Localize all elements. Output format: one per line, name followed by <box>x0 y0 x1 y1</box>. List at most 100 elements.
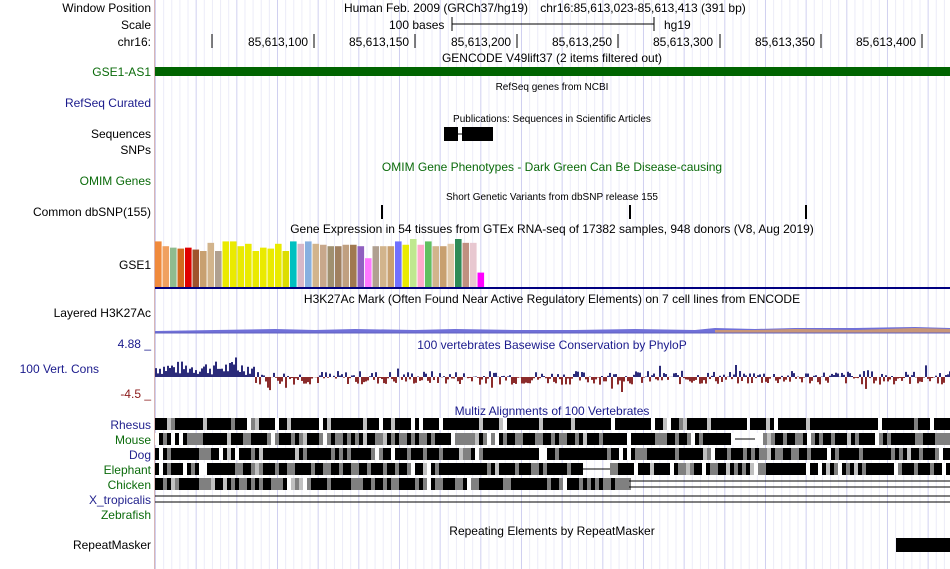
chrom-label: chr16: <box>117 35 151 49</box>
gtex-bar[interactable] <box>402 244 410 287</box>
refseq-track-title: RefSeq genes from NCBI <box>495 82 609 93</box>
h3k27ac-track-label[interactable]: Layered H3K27Ac <box>53 306 151 320</box>
omim-track-label[interactable]: OMIM Genes <box>79 174 151 188</box>
gencode-track-title: GENCODE V49lift37 (2 items filtered out) <box>441 51 663 65</box>
gtex-bar[interactable] <box>342 244 350 287</box>
gtex-bar[interactable] <box>200 251 207 287</box>
publications-label-line2[interactable]: SNPs <box>120 143 151 157</box>
refseq-track-label[interactable]: RefSeq Curated <box>64 96 151 110</box>
ruler-tick-label: 85,613,250 <box>552 35 613 49</box>
publication-sequence-feature[interactable] <box>444 127 493 141</box>
gtex-bar[interactable] <box>417 244 425 287</box>
scale-bar-text: 100 bases <box>389 18 445 32</box>
gtex-bar[interactable] <box>432 246 440 287</box>
gencode-item-label[interactable]: GSE1-AS1 <box>92 65 151 79</box>
gtex-bar[interactable] <box>245 243 252 287</box>
repeatmasker-track-label[interactable]: RepeatMasker <box>72 538 151 552</box>
gtex-bar[interactable] <box>252 251 260 287</box>
gtex-gene-label[interactable]: GSE1 <box>118 258 151 272</box>
track-image-area[interactable]: Human Feb. 2009 (GRCh37/hg19) chr16:85,6… <box>155 0 950 569</box>
gtex-bar[interactable] <box>380 246 387 287</box>
gtex-bar[interactable] <box>237 246 245 287</box>
cons-max-label: 4.88 _ <box>117 337 151 351</box>
gtex-bar[interactable] <box>260 247 267 287</box>
gtex-bar[interactable] <box>207 242 215 287</box>
conservation-wiggle[interactable] <box>155 357 950 393</box>
track-graphics <box>155 17 950 552</box>
cons-min-label: -4.5 _ <box>120 387 151 401</box>
window-position-value: chr16:85,613,023-85,613,413 (391 bp) <box>540 1 746 15</box>
repeatmasker-track-title: Repeating Elements by RepeatMasker <box>449 524 655 538</box>
gtex-bar[interactable] <box>335 246 342 287</box>
species-label-dog[interactable]: Dog <box>128 448 151 462</box>
publications-track-title: Publications: Sequences in Scientific Ar… <box>453 114 651 125</box>
gtex-bar[interactable] <box>162 246 170 287</box>
gtex-bar[interactable] <box>312 243 320 287</box>
gtex-bar[interactable] <box>305 241 312 287</box>
gtex-bar[interactable] <box>155 241 162 287</box>
gtex-bar[interactable] <box>365 258 372 287</box>
gtex-expression-bars[interactable] <box>155 239 485 287</box>
gtex-bar[interactable] <box>185 247 192 287</box>
scale-label: Scale <box>120 18 151 32</box>
gtex-bar[interactable] <box>455 239 462 287</box>
dbsnp-variants[interactable] <box>381 205 807 219</box>
ruler-tick-label: 85,613,300 <box>653 35 714 49</box>
omim-track-title: OMIM Gene Phenotypes - Dark Green Can Be… <box>381 160 723 174</box>
gtex-bar[interactable] <box>447 243 455 287</box>
gtex-bar[interactable] <box>395 241 402 287</box>
track-labels-column: Window Position Scale chr16: GSE1-AS1 Re… <box>0 0 155 569</box>
gtex-bar[interactable] <box>440 246 447 287</box>
gtex-bar[interactable] <box>170 247 177 287</box>
ruler-tick-label: 85,613,150 <box>349 35 410 49</box>
gtex-bar[interactable] <box>290 241 297 287</box>
cons-track-title: 100 vertebrates Basewise Conservation by… <box>417 338 687 352</box>
gtex-bar[interactable] <box>387 246 395 287</box>
multiz-track-title: Multiz Alignments of 100 Vertebrates <box>454 404 650 418</box>
gtex-bar[interactable] <box>470 242 477 287</box>
species-label-zebrafish[interactable]: Zebrafish <box>100 508 151 522</box>
gtex-bar[interactable] <box>275 243 282 287</box>
window-position-label: Window Position <box>62 1 151 15</box>
species-label-elephant[interactable]: Elephant <box>103 463 151 477</box>
ruler-tick-label: 85,613,400 <box>856 35 917 49</box>
gencode-gene-bar[interactable] <box>155 67 950 76</box>
gtex-bar[interactable] <box>425 241 432 287</box>
multiz-alignment-rows[interactable] <box>155 418 950 503</box>
species-label-xtropicalis[interactable]: X_tropicalis <box>88 493 151 507</box>
publications-label-line1[interactable]: Sequences <box>90 127 151 141</box>
gtex-bar[interactable] <box>477 272 485 287</box>
gtex-track-title: Gene Expression in 54 tissues from GTEx … <box>290 222 814 236</box>
assembly-title: Human Feb. 2009 (GRCh37/hg19) <box>343 1 529 15</box>
gtex-bar[interactable] <box>327 246 335 287</box>
db-label: hg19 <box>664 18 691 32</box>
gtex-bar[interactable] <box>462 242 470 287</box>
gtex-bar[interactable] <box>357 246 365 287</box>
cons-track-label[interactable]: 100 Vert. Cons <box>19 362 99 376</box>
gtex-bar[interactable] <box>320 244 327 287</box>
gtex-bar[interactable] <box>350 244 357 287</box>
h3k27ac-signal[interactable] <box>155 327 950 334</box>
gtex-bar[interactable] <box>282 251 290 287</box>
h3k27ac-track-title: H3K27Ac Mark (Often Found Near Active Re… <box>303 292 801 306</box>
gtex-bar[interactable] <box>177 248 185 287</box>
gtex-bar[interactable] <box>192 249 200 287</box>
gtex-bar[interactable] <box>410 239 417 287</box>
gtex-bar[interactable] <box>297 243 305 287</box>
gtex-bar[interactable] <box>215 251 222 287</box>
ruler-tick-label: 85,613,200 <box>451 35 512 49</box>
dbsnp-track-label[interactable]: Common dbSNP(155) <box>32 205 151 219</box>
dbsnp-track-title: Short Genetic Variants from dbSNP releas… <box>446 192 658 203</box>
species-label-rhesus[interactable]: Rhesus <box>110 418 151 432</box>
ruler-ticks <box>211 34 923 48</box>
repeatmasker-element[interactable] <box>896 538 950 552</box>
gtex-bar[interactable] <box>372 246 380 287</box>
ruler-tick-label: 85,613,350 <box>755 35 816 49</box>
gtex-bar[interactable] <box>222 241 230 287</box>
ruler-tick-label: 85,613,100 <box>248 35 309 49</box>
gtex-bar[interactable] <box>267 248 275 287</box>
species-label-chicken[interactable]: Chicken <box>107 478 151 492</box>
gtex-bar[interactable] <box>230 241 237 287</box>
species-label-mouse[interactable]: Mouse <box>114 433 151 447</box>
